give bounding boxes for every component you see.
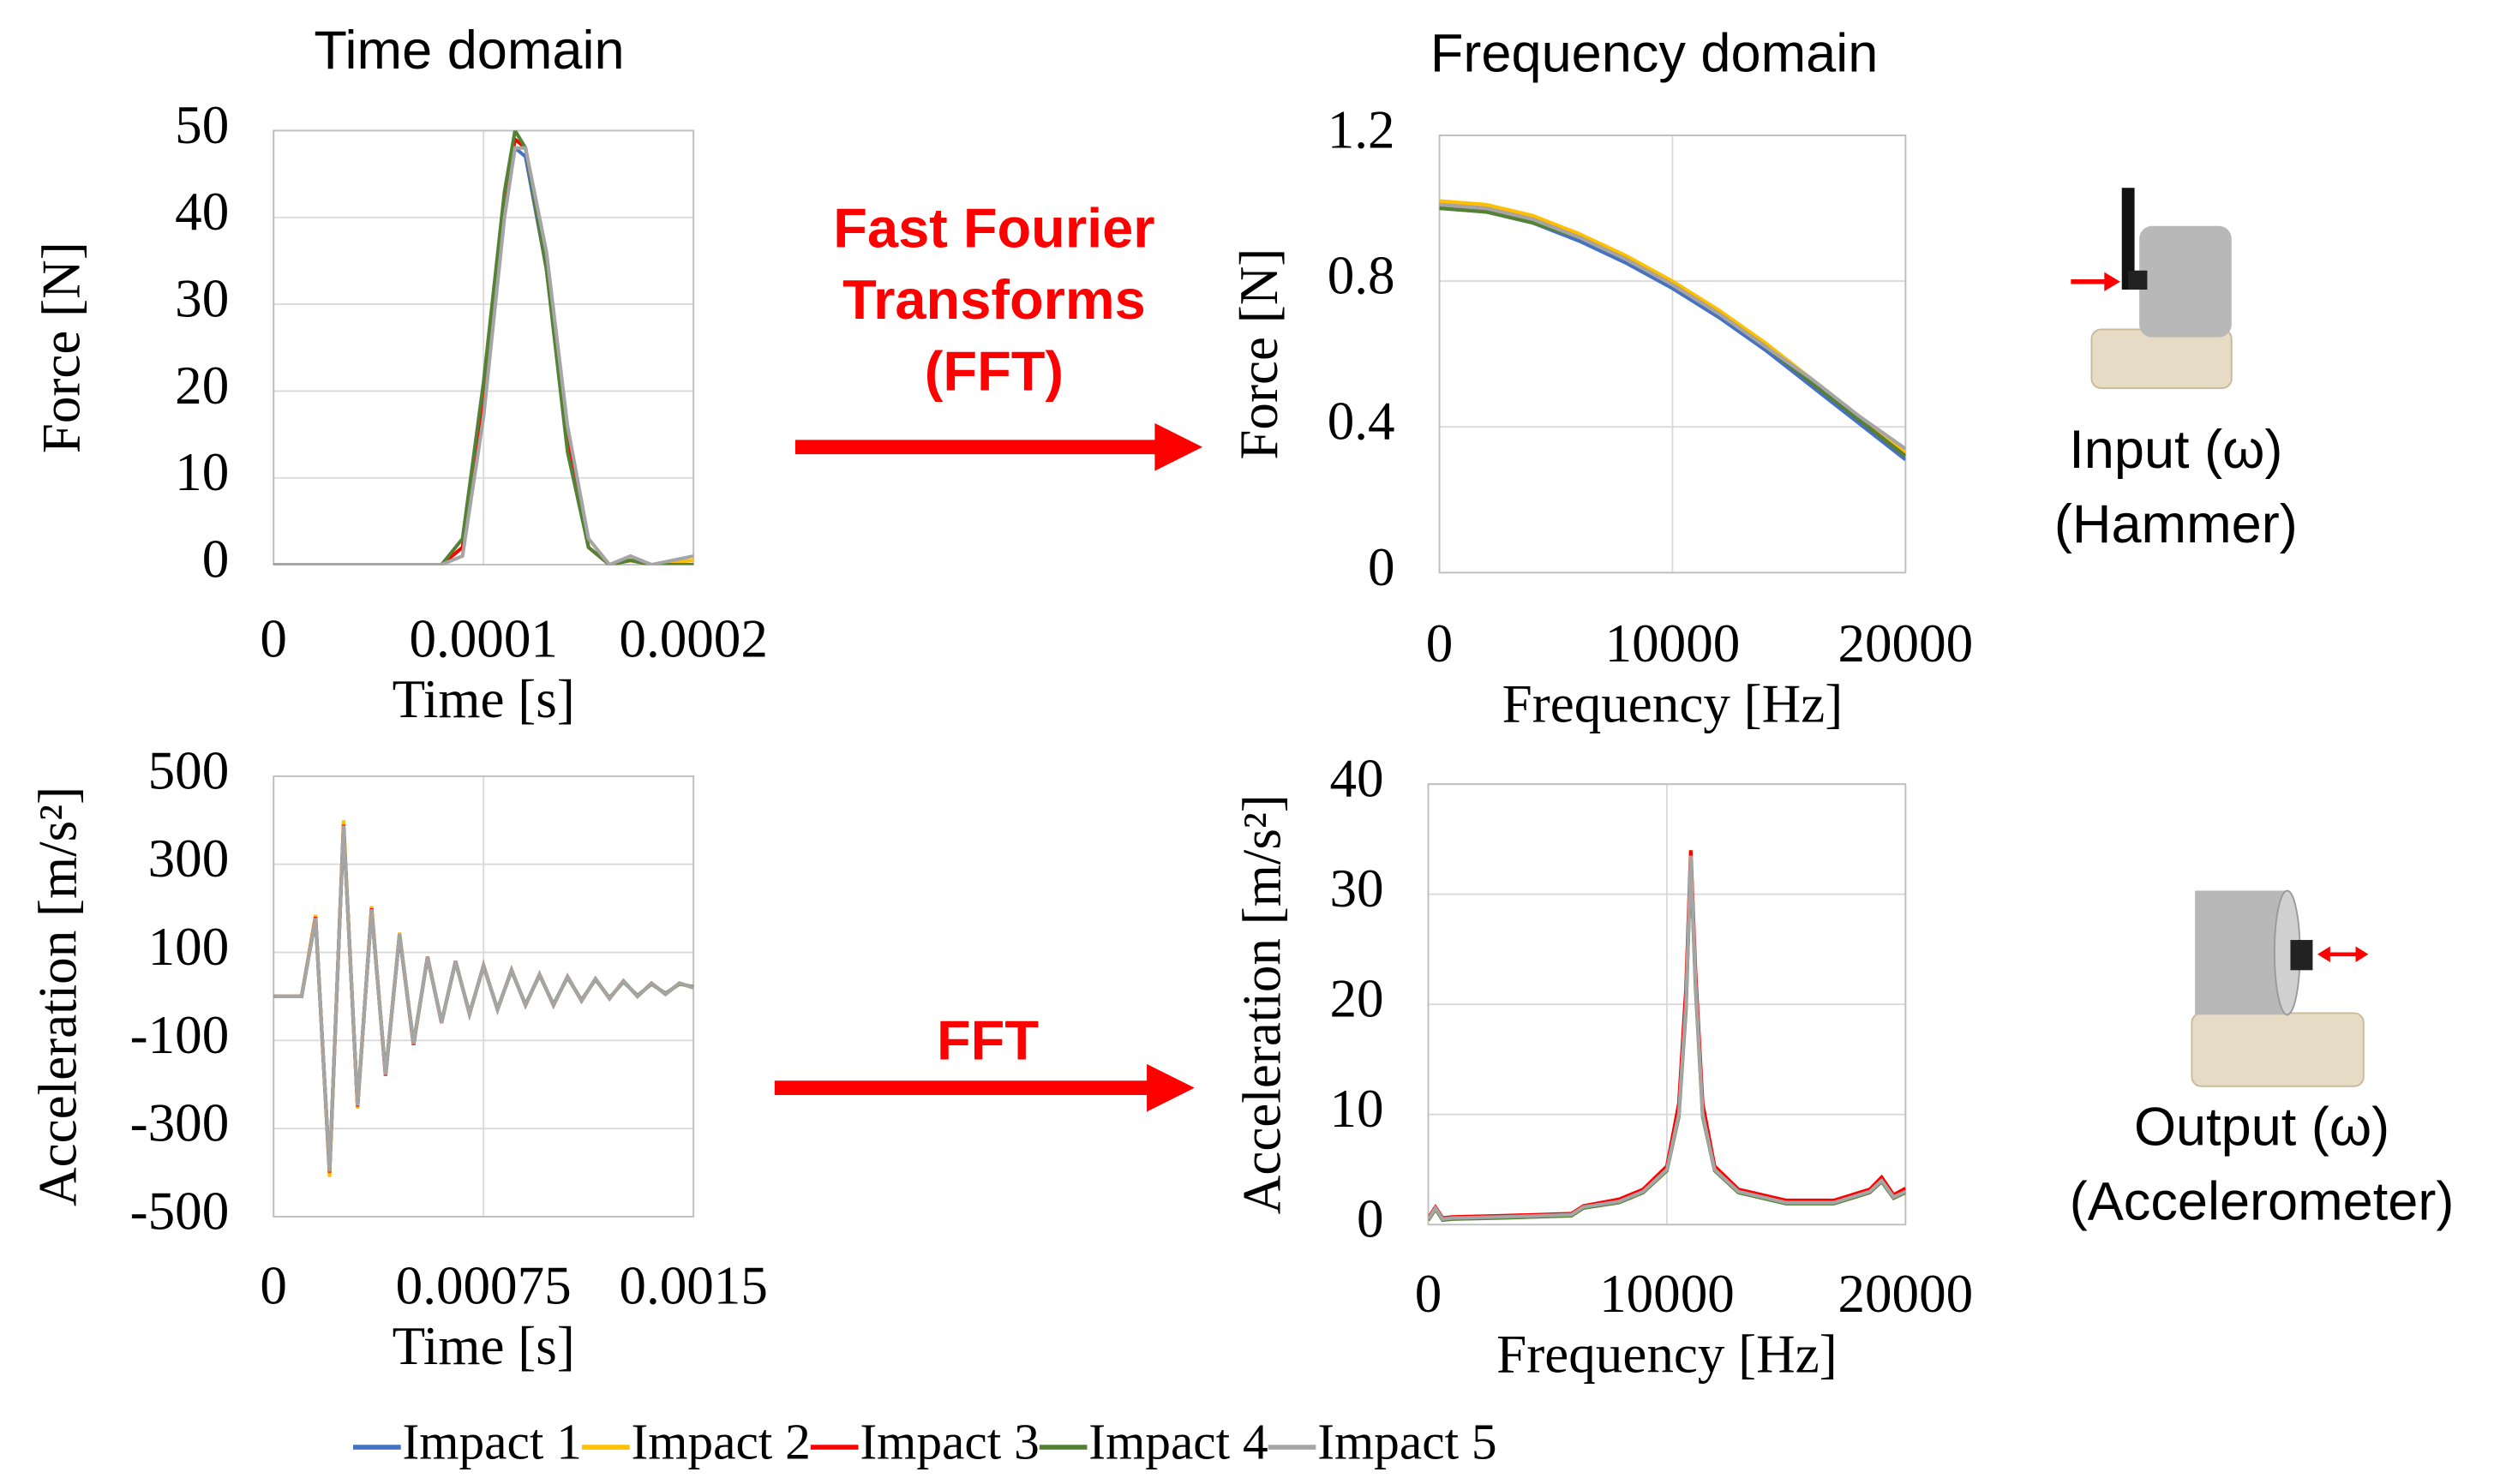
y-tick-label: 30 <box>175 269 229 329</box>
x-tick-label: 0.0001 <box>409 608 557 668</box>
y-tick-label: 0.8 <box>1328 246 1395 306</box>
x-tick-label: 0 <box>260 1256 287 1316</box>
data-line <box>273 825 694 1172</box>
legend-label: Impact 5 <box>1317 1414 1496 1470</box>
legend-label: Impact 1 <box>403 1414 582 1470</box>
y-tick-label: 0 <box>1357 1189 1384 1249</box>
x-tick-label: 10000 <box>1599 1264 1735 1324</box>
hammer-icon <box>2071 188 2233 389</box>
base-block <box>2090 328 2233 389</box>
y-tick-label: 0 <box>1368 537 1395 597</box>
accelerometer-icon <box>2191 889 2369 1087</box>
x-tick-label: 10000 <box>1605 613 1741 673</box>
data-line <box>1428 855 1906 1222</box>
y-tick-label: 500 <box>148 740 230 800</box>
plot-frame <box>1438 135 1907 574</box>
chart-title: Frequency domain <box>1430 24 1878 84</box>
legend-label: Impact 4 <box>1088 1414 1268 1470</box>
legend: Impact 1 Impact 2 Impact 3 Impact 4 Impact 5 <box>353 1414 1497 1470</box>
y-tick-label: -500 <box>130 1181 230 1241</box>
y-tick-label: 10 <box>175 442 229 502</box>
legend-label: Impact 2 <box>631 1414 810 1470</box>
y-tick-label: 50 <box>175 95 229 155</box>
x-tick-label: 20000 <box>1838 1264 1973 1324</box>
y-tick-label: 1.2 <box>1328 99 1395 159</box>
arrow-label: Transforms <box>842 268 1146 331</box>
sensor <box>2290 940 2313 971</box>
data-line <box>273 146 694 565</box>
x-axis-label: Frequency [Hz] <box>1496 1324 1838 1384</box>
diagram-label: Output (ω) <box>2134 1097 2389 1157</box>
y-axis-label: Acceleration [m/s²] <box>1232 794 1292 1214</box>
y-tick-label: 0.4 <box>1328 392 1395 452</box>
y-tick-label: 0 <box>202 530 230 589</box>
specimen <box>2139 225 2232 338</box>
plot-frame <box>1427 783 1907 1226</box>
plot-frame <box>273 129 695 565</box>
arrow-head <box>1154 422 1203 471</box>
hammer-tip <box>2128 270 2148 290</box>
chart: Frequency domain 0 0.4 0.8 1.2 0 10000 20000Fre… <box>1229 24 1973 734</box>
arrow-label: Fast Fourier <box>833 196 1154 259</box>
y-tick-label: 10 <box>1330 1079 1384 1139</box>
fft-arrow <box>774 422 1203 1112</box>
x-axis-label: Time [s] <box>393 1316 575 1376</box>
x-tick-label: 0 <box>260 608 287 668</box>
diagram-label: (Hammer) <box>2054 494 2298 554</box>
y-tick-label: 300 <box>148 829 230 889</box>
data-line <box>1439 202 1906 451</box>
x-tick-label: 0.00075 <box>396 1256 572 1316</box>
y-tick-label: 30 <box>1330 859 1384 919</box>
y-tick-label: 100 <box>148 917 230 977</box>
arrow-label: FFT <box>937 1009 1039 1072</box>
chart: -500 -300 -100 100 300 500 0 0.00075 0.0015 Time … <box>28 740 768 1376</box>
chart: Time domain 0 10 20 30 40 50 0 0.0001 0.0002 Time … <box>31 21 767 729</box>
y-tick-label: 40 <box>175 182 229 242</box>
arrow-head <box>1147 1063 1195 1112</box>
hammer-handle <box>2121 188 2135 290</box>
vibration-arrow-head <box>2317 946 2330 963</box>
x-tick-label: 0.0015 <box>619 1256 767 1316</box>
y-tick-label: 20 <box>1330 969 1384 1029</box>
x-tick-label: 0 <box>1415 1264 1442 1324</box>
specimen <box>2195 890 2287 1015</box>
x-tick-label: 0.0002 <box>619 608 767 668</box>
y-tick-label: -100 <box>130 1005 230 1065</box>
y-axis-label: Force [N] <box>31 242 91 453</box>
legend-label: Impact 3 <box>860 1414 1039 1470</box>
diagram-label: (Accelerometer) <box>2070 1172 2455 1232</box>
base-block <box>2191 1012 2365 1087</box>
x-tick-label: 20000 <box>1838 613 1973 673</box>
impact-arrow-head <box>2104 272 2120 291</box>
y-tick-label: -300 <box>130 1093 230 1153</box>
diagram-label: Input (ω) <box>2069 420 2282 480</box>
arrow-label: (FFT) <box>925 339 1064 402</box>
y-tick-label: 20 <box>175 356 229 416</box>
y-tick-label: 40 <box>1330 749 1384 809</box>
y-axis-label: Acceleration [m/s²] <box>28 787 88 1206</box>
vibration-arrow-head <box>2355 946 2369 963</box>
x-axis-label: Time [s] <box>393 669 575 729</box>
chart-title: Time domain <box>314 21 624 81</box>
x-axis-label: Frequency [Hz] <box>1502 673 1844 733</box>
x-tick-label: 0 <box>1426 613 1454 673</box>
y-axis-label: Force [N] <box>1229 248 1289 460</box>
